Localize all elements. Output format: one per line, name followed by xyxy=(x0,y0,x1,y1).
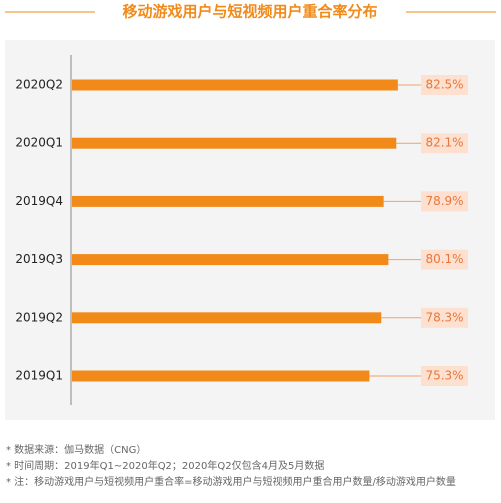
label-box xyxy=(421,191,468,212)
footnote: * 注：移动游戏用户与短视频用户重合率=移动游戏用户与短视频用户重合用户数量/移… xyxy=(6,475,456,488)
bar xyxy=(72,254,389,266)
data-label: 78.9% xyxy=(425,194,463,208)
label-box xyxy=(421,249,468,270)
bar xyxy=(72,312,382,324)
label-box xyxy=(421,366,468,386)
data-label: 80.1% xyxy=(425,252,463,266)
bar xyxy=(72,370,370,382)
y-tick-label: 2020Q1 xyxy=(15,136,63,150)
bar xyxy=(72,195,384,207)
footnote: * 时间周期：2019年Q1~2020年Q2；2020年Q2仅包含4月及5月数据 xyxy=(6,459,324,472)
bar xyxy=(72,137,397,149)
plot-background xyxy=(5,40,495,420)
y-tick-label: 2019Q2 xyxy=(15,310,63,324)
data-label: 78.3% xyxy=(425,310,463,324)
data-label: 75.3% xyxy=(425,369,463,383)
y-tick-label: 2020Q2 xyxy=(15,78,63,92)
label-box xyxy=(421,75,468,95)
footnote: * 数据来源：伽马数据（CNG） xyxy=(6,443,146,456)
data-label: 82.5% xyxy=(425,78,463,92)
bar xyxy=(72,79,398,91)
y-tick-label: 2019Q4 xyxy=(15,194,63,208)
y-tick-label: 2019Q3 xyxy=(15,252,63,266)
y-tick-label: 2019Q1 xyxy=(15,369,63,383)
data-label: 82.1% xyxy=(425,136,463,150)
label-box xyxy=(421,307,468,328)
label-box xyxy=(421,133,468,154)
chart-title: 移动游戏用户与短视频用户重合率分布 xyxy=(122,3,377,21)
